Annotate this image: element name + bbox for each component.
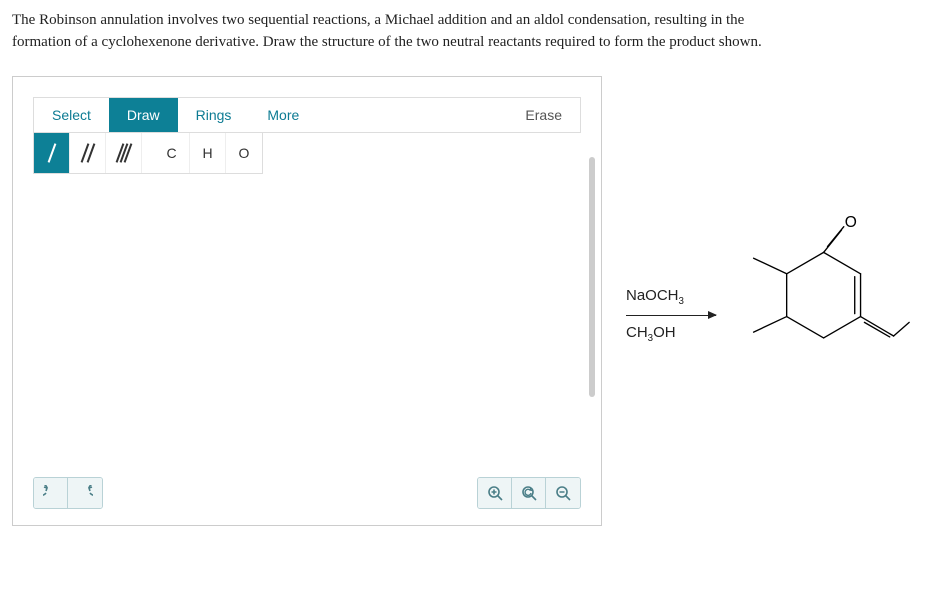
- toolbar-tools: C H O: [33, 132, 263, 174]
- prompt-line-2: formation of a cyclohexenone derivative.…: [12, 34, 762, 50]
- tool-atom-h[interactable]: H: [190, 133, 226, 173]
- tab-draw[interactable]: Draw: [109, 98, 178, 132]
- reaction-arrow: [626, 315, 716, 316]
- prompt-line-1: The Robinson annulation involves two seq…: [12, 12, 744, 28]
- tool-double-bond[interactable]: [70, 133, 106, 173]
- tab-more[interactable]: More: [249, 98, 317, 132]
- zoom-in-icon: [487, 485, 503, 501]
- tab-rings[interactable]: Rings: [178, 98, 250, 132]
- redo-icon: [77, 485, 93, 501]
- tool-single-bond[interactable]: [34, 133, 70, 173]
- tool-triple-bond[interactable]: [106, 133, 142, 173]
- zoom-buttons: [477, 477, 581, 509]
- redo-button[interactable]: [68, 478, 102, 508]
- undo-button[interactable]: [34, 478, 68, 508]
- tool-gap: [142, 133, 154, 173]
- tool-atom-c[interactable]: C: [154, 133, 190, 173]
- oxygen-label: O: [845, 214, 857, 231]
- canvas-scrollbar[interactable]: [589, 157, 595, 397]
- zoom-reset-button[interactable]: [512, 478, 546, 508]
- reaction-conditions: NaOCH3 CH3OH: [626, 257, 716, 344]
- reagent-bottom: CH3OH: [626, 324, 676, 344]
- tab-erase[interactable]: Erase: [507, 98, 580, 132]
- zoom-out-button[interactable]: [546, 478, 580, 508]
- reagent-top: NaOCH3: [626, 287, 684, 307]
- toolbar-tabs: Select Draw Rings More Erase: [33, 97, 581, 133]
- zoom-reset-icon: [521, 485, 537, 501]
- product-structure: O: [740, 196, 915, 406]
- zoom-out-icon: [555, 485, 571, 501]
- structure-editor: Select Draw Rings More Erase C H O: [12, 76, 602, 526]
- undo-icon: [43, 485, 59, 501]
- tab-select[interactable]: Select: [34, 98, 109, 132]
- history-buttons: [33, 477, 103, 509]
- zoom-in-button[interactable]: [478, 478, 512, 508]
- tool-atom-o[interactable]: O: [226, 133, 262, 173]
